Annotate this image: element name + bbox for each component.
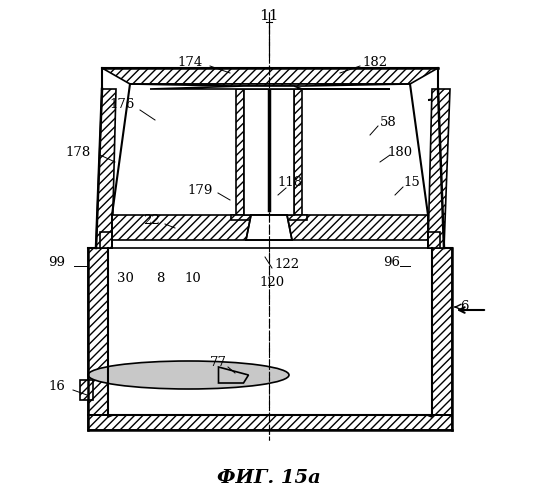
Text: 118: 118 xyxy=(278,176,302,188)
Text: 6: 6 xyxy=(460,300,468,314)
Text: 10: 10 xyxy=(185,272,201,284)
Ellipse shape xyxy=(88,361,289,389)
Polygon shape xyxy=(96,89,116,248)
Text: 122: 122 xyxy=(274,258,300,272)
Polygon shape xyxy=(88,415,113,417)
Text: 120: 120 xyxy=(259,276,285,288)
Polygon shape xyxy=(102,68,438,84)
Polygon shape xyxy=(108,248,432,415)
Text: 77: 77 xyxy=(209,356,226,368)
Text: 15: 15 xyxy=(404,176,420,190)
Polygon shape xyxy=(150,86,390,89)
Polygon shape xyxy=(88,248,108,415)
Polygon shape xyxy=(100,232,112,248)
Text: 8: 8 xyxy=(156,272,164,284)
Polygon shape xyxy=(218,367,249,383)
Polygon shape xyxy=(130,84,410,86)
Text: 182: 182 xyxy=(363,56,387,70)
Polygon shape xyxy=(88,415,452,430)
Text: 180: 180 xyxy=(387,146,413,158)
Text: ФИГ. 15а: ФИГ. 15а xyxy=(217,469,321,487)
Polygon shape xyxy=(294,89,302,215)
Text: 176: 176 xyxy=(109,98,134,112)
Text: 174: 174 xyxy=(178,56,203,70)
Text: 179: 179 xyxy=(187,184,213,196)
Polygon shape xyxy=(427,415,452,417)
Text: 16: 16 xyxy=(48,380,66,394)
Polygon shape xyxy=(236,89,244,215)
Text: 178: 178 xyxy=(66,146,90,158)
Polygon shape xyxy=(246,215,292,240)
Text: 22: 22 xyxy=(144,214,160,228)
Polygon shape xyxy=(432,248,452,415)
Polygon shape xyxy=(428,232,440,248)
Text: 30: 30 xyxy=(117,272,133,284)
Text: 96: 96 xyxy=(384,256,400,270)
Polygon shape xyxy=(231,215,307,220)
Polygon shape xyxy=(244,89,294,215)
Polygon shape xyxy=(112,215,428,240)
Text: 11: 11 xyxy=(259,9,279,23)
Polygon shape xyxy=(80,380,93,400)
Polygon shape xyxy=(428,89,450,248)
Text: 99: 99 xyxy=(48,256,66,270)
Text: 58: 58 xyxy=(380,116,397,128)
